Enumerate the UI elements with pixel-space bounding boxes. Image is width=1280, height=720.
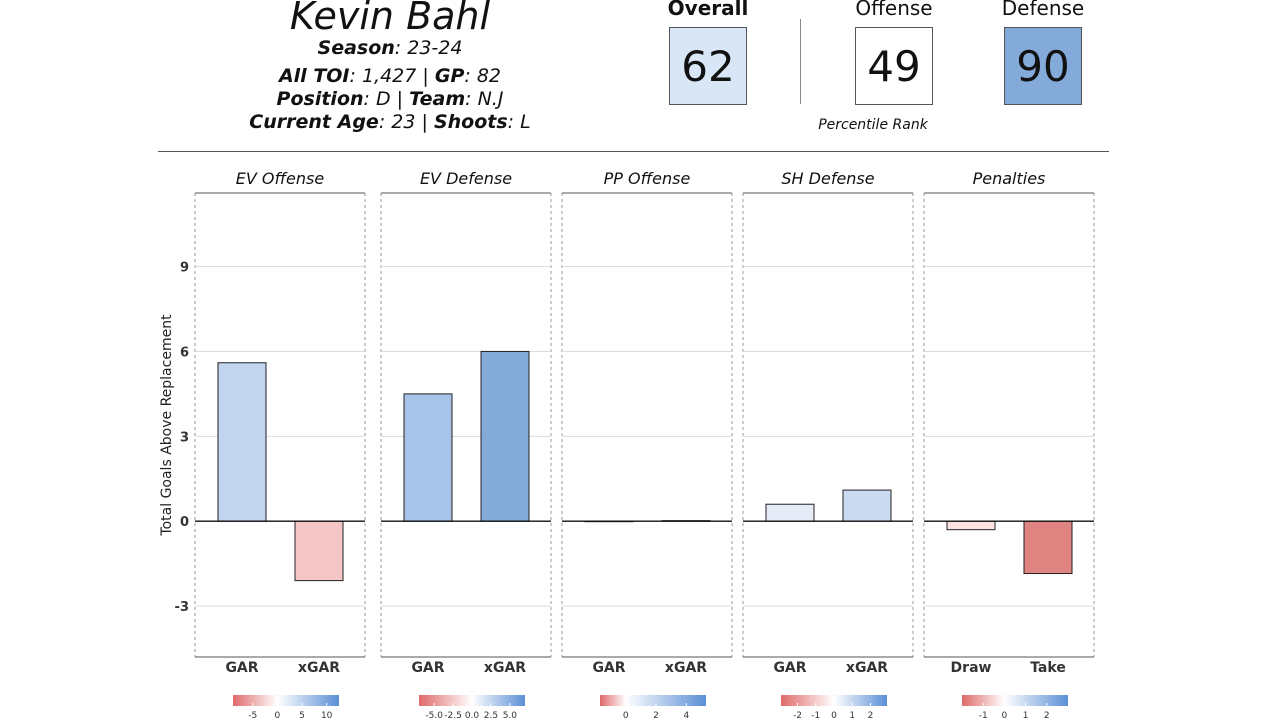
y-axis-label: Total Goals Above Replacement <box>159 314 175 537</box>
header-rule <box>158 151 1109 152</box>
bar <box>946 520 996 531</box>
panel-title: SH Defense <box>781 169 874 188</box>
legend-tick-label: 5 <box>299 711 305 720</box>
y-tick-label: -3 <box>175 600 189 615</box>
x-tick-label: xGAR <box>298 660 340 676</box>
season-label: Season <box>317 37 395 59</box>
legend-tick-label: -1 <box>811 711 820 720</box>
player-info: Kevin Bahl Season: 23-24 All TOI: 1,427 … <box>210 0 570 134</box>
legend-tick-label: 0 <box>275 711 281 720</box>
toi-value: 1,427 <box>361 65 417 87</box>
legend-tick-label: -1 <box>979 711 988 720</box>
x-tick-label: Draw <box>951 660 992 676</box>
age-line: Current Age: 23 | Shoots: L <box>249 111 531 133</box>
team-value: N.J <box>477 88 504 110</box>
offense-score: 49 <box>855 27 933 105</box>
legend-tick-label: 0 <box>623 711 629 720</box>
legend-tick-label: 2 <box>653 711 659 720</box>
x-tick-label: GAR <box>773 660 806 676</box>
season-value: 23-24 <box>407 37 463 59</box>
percentile-rank-label: Percentile Rank <box>818 117 928 133</box>
x-tick-label: GAR <box>225 660 258 676</box>
position-value: D <box>375 88 391 110</box>
summary-divider <box>800 19 801 104</box>
legend-tick-label: 5.0 <box>503 711 518 720</box>
bar <box>765 503 815 522</box>
legend-colorbar <box>781 695 887 706</box>
position-line: Position: D | Team: N.J <box>276 88 504 110</box>
legend-tick-label: 0 <box>831 711 837 720</box>
bar <box>294 520 344 582</box>
legend-colorbar <box>962 695 1068 706</box>
toi-label: All TOI <box>278 65 350 87</box>
x-tick-label: xGAR <box>846 660 888 676</box>
overall-label: Overall <box>667 0 749 20</box>
bar <box>842 489 892 522</box>
shoots-value: L <box>520 111 531 133</box>
bar <box>217 362 267 522</box>
bar <box>480 350 530 522</box>
x-tick-label: xGAR <box>484 660 526 676</box>
panel-title: Penalties <box>973 169 1046 188</box>
defense-score: 90 <box>1004 27 1082 105</box>
gp-label: GP <box>434 65 465 87</box>
legend-colorbar <box>600 695 706 706</box>
gp-value: 82 <box>476 65 502 87</box>
legend-tick-label: 10 <box>321 711 333 720</box>
x-tick-label: Take <box>1030 660 1066 676</box>
legend-tick-label: 1 <box>849 711 855 720</box>
player-name: Kevin Bahl <box>289 0 491 38</box>
legend-tick-label: -5 <box>248 711 257 720</box>
legend-tick-label: 4 <box>683 711 689 720</box>
legend-tick-label: 2.5 <box>484 711 498 720</box>
legend-tick-label: 0.0 <box>465 711 480 720</box>
y-tick-label: 9 <box>180 261 189 276</box>
season-line: Season: 23-24 <box>317 37 463 59</box>
legend-tick-label: -2 <box>793 711 802 720</box>
legend-tick-label: -2.5 <box>444 711 462 720</box>
defense-label: Defense <box>1001 0 1085 20</box>
x-tick-label: GAR <box>411 660 444 676</box>
legend-tick-label: 1 <box>1023 711 1029 720</box>
legend-tick-label: 2 <box>868 711 874 720</box>
legend-tick-label: -5.0 <box>425 711 443 720</box>
age-label: Current Age <box>249 111 379 133</box>
toi-line: All TOI: 1,427 | GP: 82 <box>278 65 502 87</box>
team-label: Team <box>409 88 466 110</box>
y-tick-label: 0 <box>180 515 189 530</box>
panel-title: EV Defense <box>420 169 512 188</box>
age-value: 23 <box>391 111 416 133</box>
y-tick-label: 6 <box>180 345 189 360</box>
shoots-label: Shoots <box>433 111 508 133</box>
legend-colorbar <box>419 695 525 706</box>
legend-tick-label: 0 <box>1002 711 1008 720</box>
panel-title: PP Offense <box>604 169 691 188</box>
legend-tick-label: 2 <box>1044 711 1050 720</box>
bar <box>403 393 453 522</box>
legend-colorbar <box>233 695 339 706</box>
panel-title: EV Offense <box>236 169 325 188</box>
x-tick-label: GAR <box>592 660 625 676</box>
offense-label: Offense <box>855 0 933 20</box>
bar <box>1023 520 1073 575</box>
overall-score: 62 <box>669 27 747 105</box>
y-tick-label: 3 <box>180 430 189 445</box>
x-tick-label: xGAR <box>665 660 707 676</box>
position-label: Position <box>276 88 364 110</box>
